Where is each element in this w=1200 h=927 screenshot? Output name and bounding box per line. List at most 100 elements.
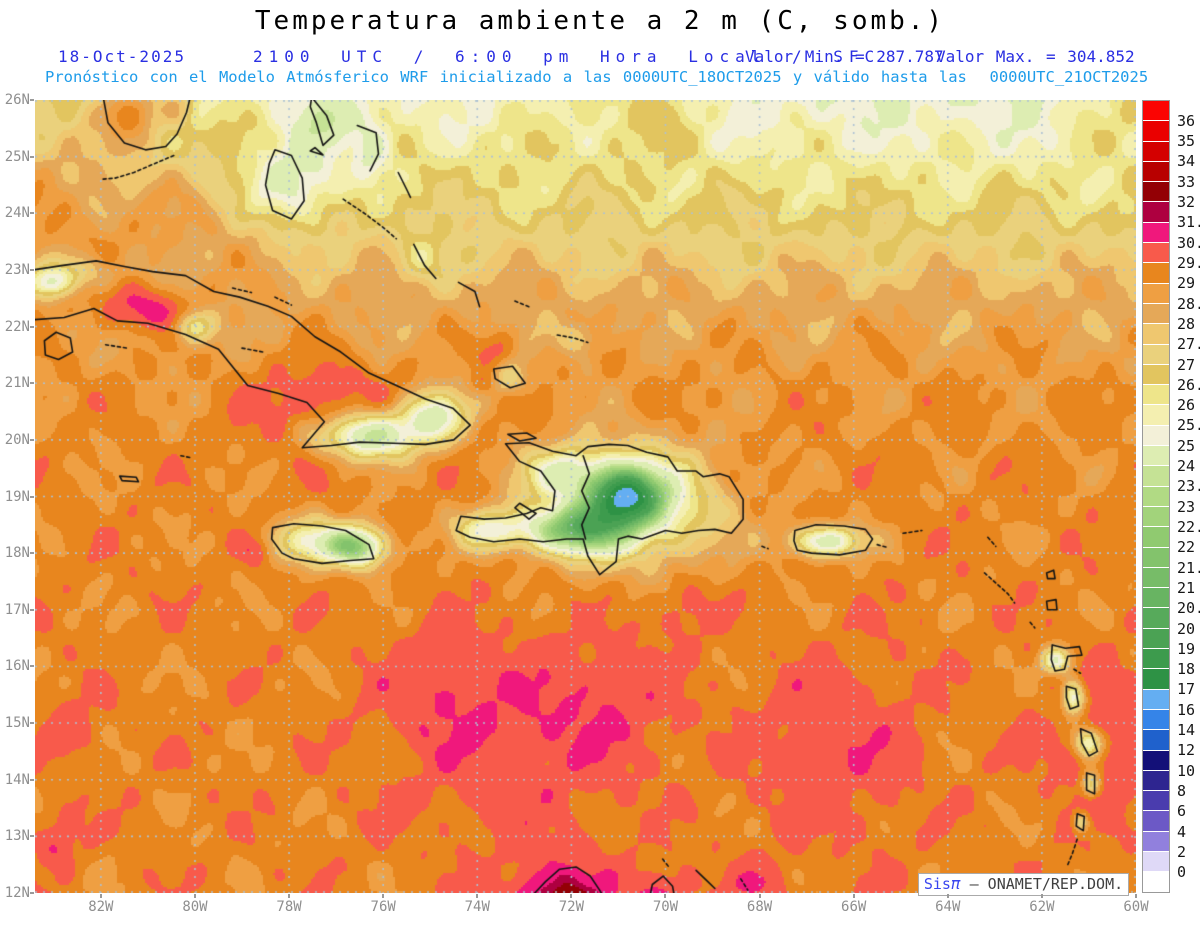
- colorbar-cell: [1143, 303, 1169, 324]
- lon-axis-label: 82W: [88, 899, 114, 915]
- colorbar-cell: [1143, 831, 1169, 851]
- colorbar-label: 30.7: [1177, 233, 1200, 252]
- colorbar-cell: [1143, 547, 1169, 567]
- max-value-label: Valor Max. = 304.852: [936, 47, 1135, 66]
- colorbar-cell: [1143, 649, 1169, 669]
- colorbar-cell: [1143, 791, 1169, 811]
- colorbar-label: 35: [1177, 132, 1196, 151]
- colorbar-label: 17: [1177, 680, 1196, 699]
- colorbar-cell: [1143, 385, 1169, 405]
- colorbar-cell: [1143, 709, 1169, 730]
- colorbar-label: 36: [1177, 111, 1196, 130]
- colorbar-label: 19: [1177, 639, 1196, 658]
- colorbar-cell: [1143, 851, 1169, 872]
- axis-tick: [30, 892, 34, 894]
- lon-axis-label: 74W: [464, 899, 490, 915]
- axis-tick: [99, 894, 102, 898]
- colorbar-cell: [1143, 364, 1169, 385]
- colorbar-cell: [1143, 405, 1169, 425]
- colorbar-cell: [1143, 872, 1169, 892]
- colorbar-cell: [1143, 121, 1169, 141]
- colorbar-label: 34: [1177, 152, 1196, 171]
- lat-axis-label: 18N: [4, 545, 30, 562]
- colorbar-label: 18: [1177, 660, 1196, 679]
- lat-axis-label: 20N: [4, 431, 30, 448]
- colorbar-label: 20: [1177, 619, 1196, 638]
- colorbar-label: 26.5: [1177, 375, 1200, 394]
- colorbar-label: 16: [1177, 700, 1196, 719]
- colorbar-label: 2: [1177, 842, 1187, 861]
- colorbar-label: 21.5: [1177, 558, 1200, 577]
- lat-axis-label: 23N: [4, 261, 30, 278]
- axis-tick: [1040, 894, 1043, 898]
- axis-tick: [30, 552, 34, 555]
- lat-axis-label: 25N: [4, 148, 30, 165]
- colorbar-label: 27: [1177, 355, 1196, 374]
- colorbar-label: 23.5: [1177, 477, 1200, 496]
- axis-tick: [382, 894, 385, 898]
- axis-tick: [946, 894, 949, 898]
- colorbar-cell: [1143, 101, 1169, 121]
- temperature-map-canvas: [35, 100, 1136, 893]
- axis-tick: [193, 894, 196, 898]
- axis-tick: [476, 894, 479, 898]
- lat-axis-label: 22N: [4, 318, 30, 335]
- colorbar-label: 28: [1177, 314, 1196, 333]
- colorbar-label: 33: [1177, 172, 1196, 191]
- colorbar-label: 4: [1177, 822, 1187, 841]
- lat-axis-label: 14N: [4, 771, 30, 788]
- colorbar-cell: [1143, 811, 1169, 831]
- colorbar-label: 32: [1177, 193, 1196, 212]
- colorbar-cell: [1143, 567, 1169, 588]
- colorbar-label: 23: [1177, 497, 1196, 516]
- colorbar-cell: [1143, 283, 1169, 303]
- colorbar-cell: [1143, 669, 1169, 689]
- axis-tick: [30, 835, 34, 838]
- attribution-org: ONAMET/REP.DOM.: [987, 875, 1124, 893]
- colorbar-label: 8: [1177, 781, 1187, 800]
- lon-axis-label: 80W: [182, 899, 208, 915]
- colorbar-label: 25.5: [1177, 416, 1200, 435]
- lat-axis-label: 13N: [4, 828, 30, 845]
- axis-tick: [664, 894, 667, 898]
- colorbar-cell: [1143, 730, 1169, 750]
- colorbar-label: 6: [1177, 802, 1187, 821]
- axis-tick: [758, 894, 761, 898]
- axis-tick: [30, 155, 34, 158]
- lon-axis-label: 64W: [935, 899, 961, 915]
- colorbar-cell: [1143, 222, 1169, 243]
- page-title: Temperatura ambiente a 2 m (C, somb.): [254, 6, 946, 36]
- colorbar-cell: [1143, 446, 1169, 466]
- colorbar-cell: [1143, 263, 1169, 283]
- valid-date-label: 18-Oct-2025: [58, 47, 186, 66]
- axis-tick: [30, 438, 34, 441]
- axis-tick: [30, 495, 34, 498]
- pi-symbol: π: [950, 874, 961, 893]
- colorbar-label: 22: [1177, 538, 1196, 557]
- lon-axis-label: 78W: [276, 899, 302, 915]
- axis-tick: [30, 665, 34, 668]
- colorbar-cell: [1143, 628, 1169, 649]
- lon-axis-label: 60W: [1123, 899, 1149, 915]
- colorbar-cell: [1143, 750, 1169, 770]
- valid-time-label: 2100 UTC / 6:00 pm Hora Local / SFC: [253, 47, 881, 66]
- colorbar-label: 0: [1177, 863, 1187, 882]
- attribution-separator: –: [960, 875, 988, 893]
- colorbar-label: 31.5: [1177, 213, 1200, 232]
- colorbar-cell: [1143, 527, 1169, 547]
- colorbar-cell: [1143, 161, 1169, 182]
- lat-axis-label: 24N: [4, 205, 30, 222]
- axis-tick: [30, 778, 34, 781]
- lon-axis-label: 68W: [746, 899, 773, 915]
- colorbar-cell: [1143, 486, 1169, 506]
- axis-tick: [30, 325, 34, 328]
- axis-tick: [1135, 894, 1137, 898]
- lon-axis-label: 66W: [841, 899, 867, 915]
- attribution-system: Sis: [923, 875, 951, 893]
- colorbar-label: 26: [1177, 396, 1196, 415]
- temperature-colorbar: [1142, 100, 1170, 893]
- colorbar-label: 24: [1177, 457, 1196, 476]
- colorbar-cell: [1143, 588, 1169, 608]
- colorbar-label: 29: [1177, 274, 1196, 293]
- colorbar-label: 25: [1177, 436, 1196, 455]
